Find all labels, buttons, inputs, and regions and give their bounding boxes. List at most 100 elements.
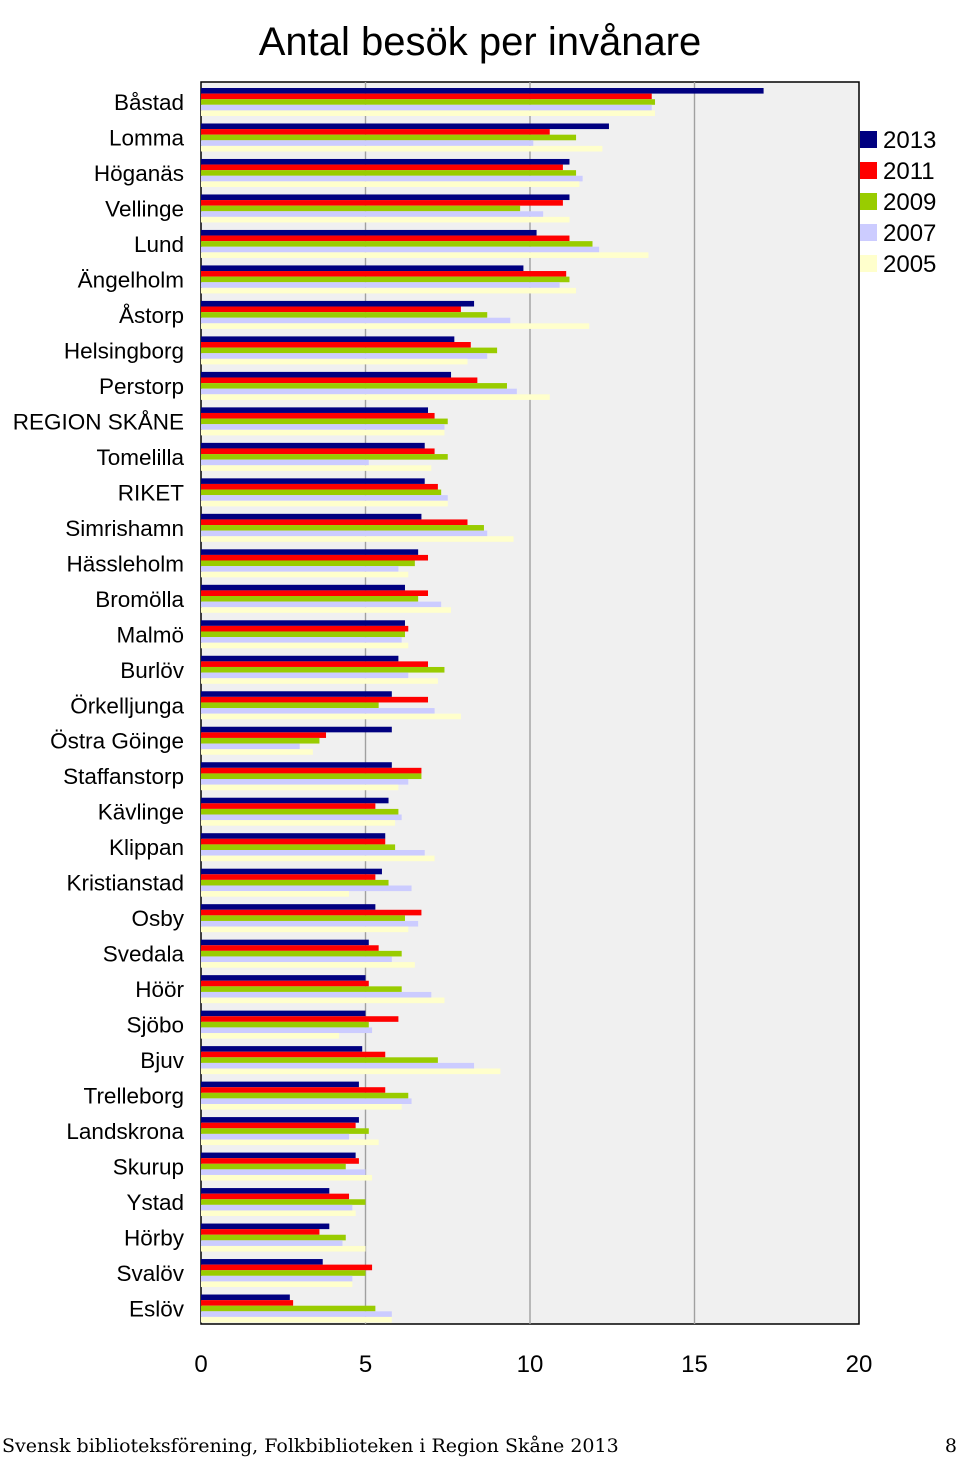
category-label: Båstad [114, 90, 184, 115]
bar-group [201, 868, 412, 897]
bar-2013 [201, 1188, 330, 1194]
bar-2011 [201, 271, 567, 277]
bar-2005 [201, 216, 570, 223]
bar-2005 [201, 181, 580, 187]
bar-2007 [201, 353, 488, 359]
bar-2007 [201, 743, 300, 750]
bar-2007 [201, 424, 445, 430]
bar-2011 [201, 1122, 356, 1129]
bar-2013 [201, 88, 764, 94]
legend-item: 2009 [860, 189, 936, 216]
page-footer: Svensk biblioteksförening, Folkbibliotek… [0, 1417, 960, 1460]
bar-group [201, 726, 392, 755]
bar-2005 [201, 429, 445, 436]
legend-item: 2007 [860, 220, 936, 247]
bar-group [201, 265, 577, 294]
category-label: Höör [135, 977, 184, 1002]
bar-2005 [201, 252, 649, 258]
chart-title: Antal besök per invånare [259, 20, 702, 64]
bar-2013 [201, 123, 609, 130]
bar-2007 [201, 104, 652, 111]
bar-group [201, 478, 448, 507]
category-label: Vellinge [105, 196, 184, 221]
bar-2013 [201, 478, 425, 484]
category-label: Burlöv [120, 658, 185, 683]
bar-group [201, 1223, 366, 1252]
bar-2007 [201, 317, 511, 324]
bar-2013 [201, 691, 392, 697]
bar-chart: Antal besök per invånare Båstad Lomma Höga… [13, 20, 937, 1378]
bar-2005 [201, 500, 448, 507]
bar-group [201, 1081, 412, 1110]
legend-swatch [860, 224, 877, 241]
bar-2011 [201, 838, 386, 845]
bar-2011 [201, 1087, 386, 1093]
category-label: Ängelholm [78, 267, 184, 292]
bar-2013 [201, 726, 392, 733]
x-tick-label: 5 [359, 1351, 372, 1378]
bar-2011 [201, 732, 327, 738]
bar-2007 [201, 672, 409, 679]
category-label: Hörby [124, 1226, 185, 1251]
bar-2007 [201, 1204, 353, 1211]
bar-2011 [201, 377, 478, 384]
bar-group [201, 1046, 501, 1075]
bar-2013 [201, 1117, 359, 1123]
bar-2007 [201, 459, 369, 466]
bar-group [201, 407, 448, 436]
category-label: Helsingborg [64, 338, 184, 363]
bar-2011 [201, 1300, 294, 1306]
bar-2013 [201, 1046, 363, 1052]
bar-2013 [201, 336, 455, 342]
bar-group [201, 336, 498, 365]
bar-2013 [201, 797, 389, 804]
bar-group [201, 1188, 366, 1217]
bar-2005 [201, 110, 656, 116]
bar-2013 [201, 407, 429, 413]
bar-2005 [201, 536, 514, 542]
bar-2005 [201, 394, 550, 400]
bar-2009 [201, 525, 484, 531]
legend: 2013 2011 2009 2007 2005 [860, 127, 936, 278]
bar-2011 [201, 1229, 320, 1235]
bar-2009 [201, 1199, 366, 1205]
category-label: Kristianstad [66, 871, 184, 896]
x-tick-label: 0 [194, 1351, 207, 1378]
bar-2007 [201, 1311, 392, 1317]
bar-2013 [201, 620, 405, 626]
bar-2013 [201, 1223, 330, 1230]
bar-2009 [201, 666, 445, 673]
bar-group [201, 655, 445, 684]
category-label: Skurup [113, 1155, 184, 1180]
bar-2013 [201, 1294, 290, 1301]
category-label: Örkelljunga [70, 693, 184, 718]
bar-group [201, 158, 583, 187]
bar-2011 [201, 1264, 373, 1271]
bar-2013 [201, 194, 570, 201]
bar-2011 [201, 129, 550, 135]
bar-group [201, 904, 422, 933]
bar-group [201, 549, 429, 578]
bar-2007 [201, 1240, 343, 1246]
legend-item: 2011 [860, 158, 935, 185]
category-label: Eslöv [129, 1297, 185, 1322]
bar-2007 [201, 814, 402, 821]
bar-2009 [201, 1057, 438, 1063]
bar-2007 [201, 388, 517, 395]
bar-2007 [201, 991, 432, 998]
bar-2005 [201, 1068, 501, 1075]
bar-2009 [201, 737, 320, 744]
bar-2011 [201, 980, 369, 987]
bar-2011 [201, 412, 435, 419]
bar-2007 [201, 1062, 475, 1069]
bar-group [201, 939, 415, 968]
bar-group [201, 1294, 392, 1323]
bar-2011 [201, 519, 468, 526]
category-label: Klippan [109, 835, 184, 860]
legend-label: 2009 [883, 189, 936, 216]
bar-2009 [201, 1234, 346, 1241]
bar-2013 [201, 300, 475, 307]
bar-2013 [201, 762, 392, 768]
bar-2009 [201, 915, 405, 921]
category-label: RIKET [118, 480, 185, 505]
